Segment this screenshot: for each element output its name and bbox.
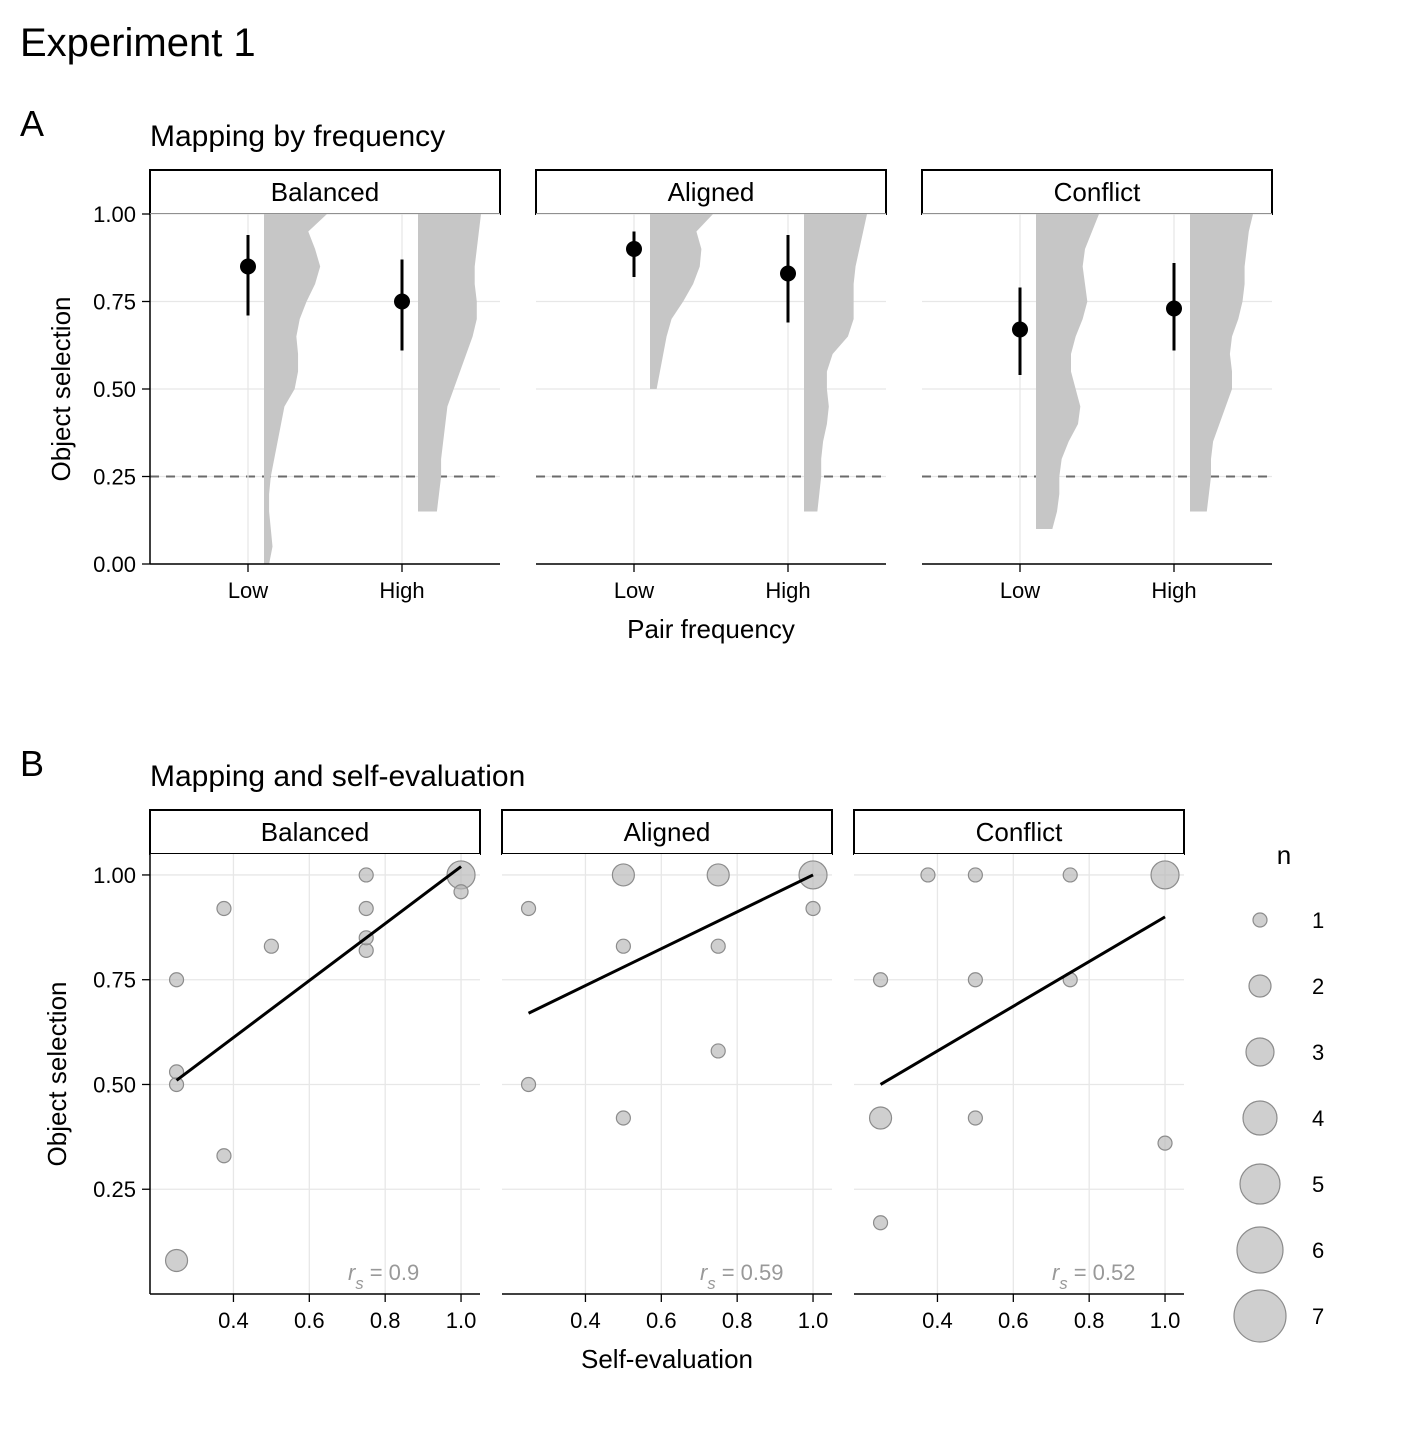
panel-B-scatter-point [166,1249,188,1271]
panel-A-ytick-label: 0.00 [93,552,136,577]
panel-B-ytick-label: 0.75 [93,968,136,993]
panel-B-ytick-label: 0.50 [93,1072,136,1097]
panel-A-xaxis-label: Pair frequency [627,614,795,644]
panel-B-scatter-point [968,973,982,987]
panel-B-scatter-point [612,864,634,886]
panel-B-scatter-point [968,868,982,882]
panel-B-scatter-point [359,868,373,882]
panel-B-scatter-point [616,939,630,953]
panel-B-xtick-label: 0.4 [922,1308,953,1333]
panel-B-legend-bubble [1234,1290,1286,1342]
panel-B-xtick-label: 0.8 [370,1308,401,1333]
panel-B-facet-title: Balanced [261,817,369,847]
panel-B-scatter-point [217,1149,231,1163]
panel-B-xtick-label: 0.8 [722,1308,753,1333]
panel-A-point [626,241,642,257]
panel-B-scatter-point [707,864,729,886]
panel-B-xtick-label: 0.6 [998,1308,1029,1333]
panel-B-xtick-label: 1.0 [798,1308,829,1333]
panel-A-point [394,294,410,310]
panel-B-label: B [20,743,44,784]
panel-B-xtick-label: 0.6 [646,1308,677,1333]
panel-B-scatter-point [870,1107,892,1129]
panel-B-scatter-point [454,885,468,899]
panel-B-scatter-point [1151,861,1179,889]
panel-B-xtick-label: 1.0 [1150,1308,1181,1333]
panel-B-legend-bubble [1246,1038,1274,1066]
panel-B-legend-label: 5 [1312,1172,1324,1197]
panel-A-ytick-label: 0.25 [93,465,136,490]
figure-title: Experiment 1 [20,21,256,65]
panel-B-legend-label: 1 [1312,908,1324,933]
panel-B-scatter-point [1158,1136,1172,1150]
panel-B-legend-bubble [1253,913,1267,927]
panel-A-xtick-label: Low [614,578,654,603]
panel-A-facet-title: Balanced [271,177,379,207]
panel-A-xtick-label: Low [228,578,268,603]
panel-B-scatter-point [806,901,820,915]
panel-A-facet-title: Conflict [1054,177,1141,207]
panel-A-facet-title: Aligned [668,177,755,207]
panel-B-xtick-label: 0.4 [218,1308,249,1333]
panel-A-xtick-label: High [765,578,810,603]
panel-A-ytick-label: 0.75 [93,290,136,315]
panel-A-ytick-label: 1.00 [93,202,136,227]
panel-A-title: Mapping by frequency [150,120,445,153]
panel-B-legend-label: 6 [1312,1238,1324,1263]
panel-A-ytick-label: 0.50 [93,377,136,402]
panel-B-yaxis-label: Object selection [42,982,72,1167]
panel-B-legend-bubble [1243,1101,1277,1135]
panel-B-facet-title: Conflict [976,817,1063,847]
panel-B-facet-bg [150,854,480,1294]
panel-B-scatter-point [616,1111,630,1125]
panel-B-scatter-point [359,901,373,915]
panel-B-facet-title: Aligned [624,817,711,847]
panel-B-legend-label: 2 [1312,974,1324,999]
panel-A-point [1012,322,1028,338]
panel-B-title: Mapping and self-evaluation [150,760,525,793]
panel-B-scatter-point [874,973,888,987]
panel-B-legend-bubble [1240,1164,1280,1204]
panel-B-xaxis-label: Self-evaluation [581,1344,753,1374]
panel-B-legend-label: 3 [1312,1040,1324,1065]
panel-B-scatter-point [921,868,935,882]
panel-B-xtick-label: 0.6 [294,1308,325,1333]
panel-B-legend-label: 4 [1312,1106,1324,1131]
panel-B-scatter-point [359,943,373,957]
panel-A-yaxis-label: Object selection [46,297,76,482]
panel-B-legend-title: n [1277,840,1291,870]
panel-B-scatter-point [522,901,536,915]
panel-B-xtick-label: 0.8 [1074,1308,1105,1333]
panel-B-scatter-point [264,939,278,953]
panel-A-point [1166,301,1182,317]
panel-B-scatter-point [522,1077,536,1091]
panel-A-xtick-label: Low [1000,578,1040,603]
panel-B-xtick-label: 0.4 [570,1308,601,1333]
panel-B-scatter-point [968,1111,982,1125]
panel-B-scatter-point [1063,868,1077,882]
panel-B-scatter-point [874,1216,888,1230]
panel-B-ytick-label: 0.25 [93,1177,136,1202]
panel-A-xtick-label: High [379,578,424,603]
panel-B-scatter-point [711,939,725,953]
panel-A-label: A [20,103,44,144]
panel-B-scatter-point [711,1044,725,1058]
panel-A-point [780,266,796,282]
panel-B-scatter-point [217,901,231,915]
panel-B-facet-bg [854,854,1184,1294]
panel-A-point [240,259,256,275]
panel-B-legend-bubble [1237,1227,1283,1273]
panel-B-legend-bubble [1249,975,1271,997]
panel-B-legend-label: 7 [1312,1304,1324,1329]
panel-A-xtick-label: High [1151,578,1196,603]
panel-B-scatter-point [170,973,184,987]
panel-B-facet-bg [502,854,832,1294]
panel-B-xtick-label: 1.0 [446,1308,477,1333]
panel-B-ytick-label: 1.00 [93,863,136,888]
